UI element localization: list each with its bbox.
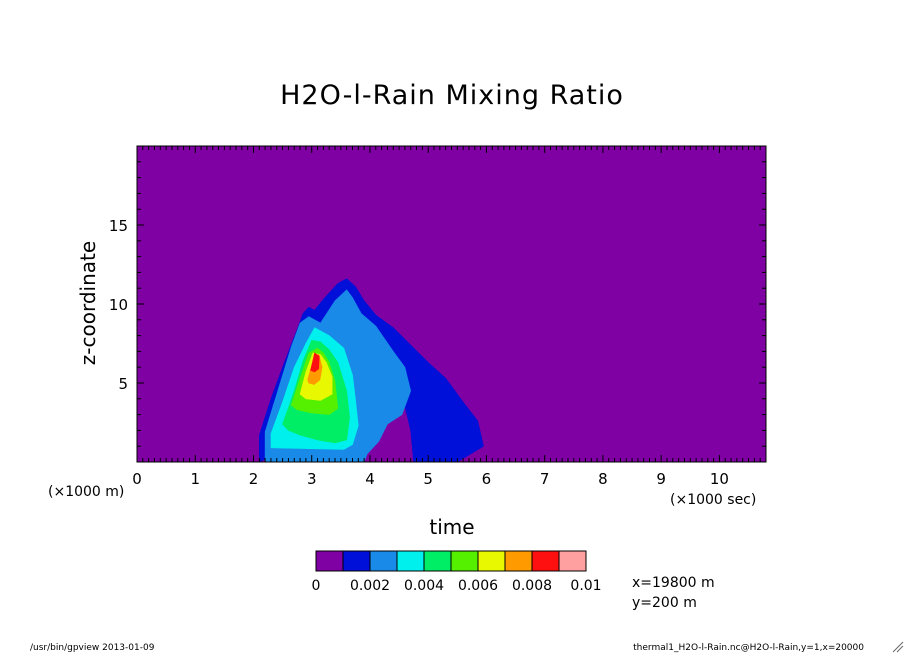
resize-grip-icon[interactable] — [892, 641, 904, 653]
axis-ticks: 0 1 2 3 4 5 6 7 8 9 10 5 10 15 — [109, 145, 767, 488]
x-unit-note: (×1000 sec) — [670, 492, 756, 508]
colorbar: 0 0.002 0.004 0.006 0.008 0.01 — [312, 550, 602, 594]
colorbar-swatch — [531, 550, 560, 572]
colorbar-swatch — [396, 550, 425, 572]
x-tick-label: 1 — [190, 470, 200, 488]
colorbar-swatch — [315, 550, 344, 572]
x-tick-label: 5 — [423, 470, 433, 488]
x-axis-label: time — [429, 515, 474, 539]
footer-right: thermal1_H2O-l-Rain.nc@H2O-l-Rain,y=1,x=… — [633, 643, 864, 653]
x-tick-label: 2 — [249, 470, 259, 488]
y-unit-note: (×1000 m) — [48, 484, 124, 500]
plot-area — [136, 145, 767, 463]
x-tick-label: 8 — [598, 470, 608, 488]
contour-level-8 — [310, 352, 320, 373]
colorbar-label: 0.004 — [404, 578, 444, 594]
y-tick-label: 5 — [118, 375, 128, 393]
x-tick-label: 6 — [482, 470, 492, 488]
x-tick-label: 0 — [132, 470, 142, 488]
colorbar-label: 0.01 — [570, 578, 601, 594]
colorbar-swatch — [558, 550, 587, 572]
colorbar-swatch — [423, 550, 452, 572]
colorbar-swatch — [342, 550, 371, 572]
x-tick-label: 4 — [365, 470, 375, 488]
colorbar-label: 0.006 — [458, 578, 498, 594]
x-tick-label: 7 — [540, 470, 550, 488]
y-coordinate-info: y=200 m — [632, 595, 697, 611]
y-tick-label: 10 — [109, 296, 128, 314]
x-coordinate-info: x=19800 m — [632, 575, 715, 591]
colorbar-label: 0 — [312, 578, 321, 594]
y-tick-label: 15 — [109, 217, 128, 235]
colorbar-swatch — [369, 550, 398, 572]
colorbar-swatch — [477, 550, 506, 572]
x-tick-label: 3 — [307, 470, 317, 488]
y-axis-label: z-coordinate — [76, 241, 100, 365]
colorbar-swatch — [450, 550, 479, 572]
x-tick-label: 10 — [710, 470, 729, 488]
chart-title: H2O-l-Rain Mixing Ratio — [280, 80, 624, 111]
colorbar-swatch — [504, 550, 533, 572]
footer-left: /usr/bin/gpview 2013-01-09 — [30, 643, 155, 653]
colorbar-label: 0.002 — [350, 578, 390, 594]
x-tick-label: 9 — [656, 470, 666, 488]
colorbar-label: 0.008 — [512, 578, 552, 594]
